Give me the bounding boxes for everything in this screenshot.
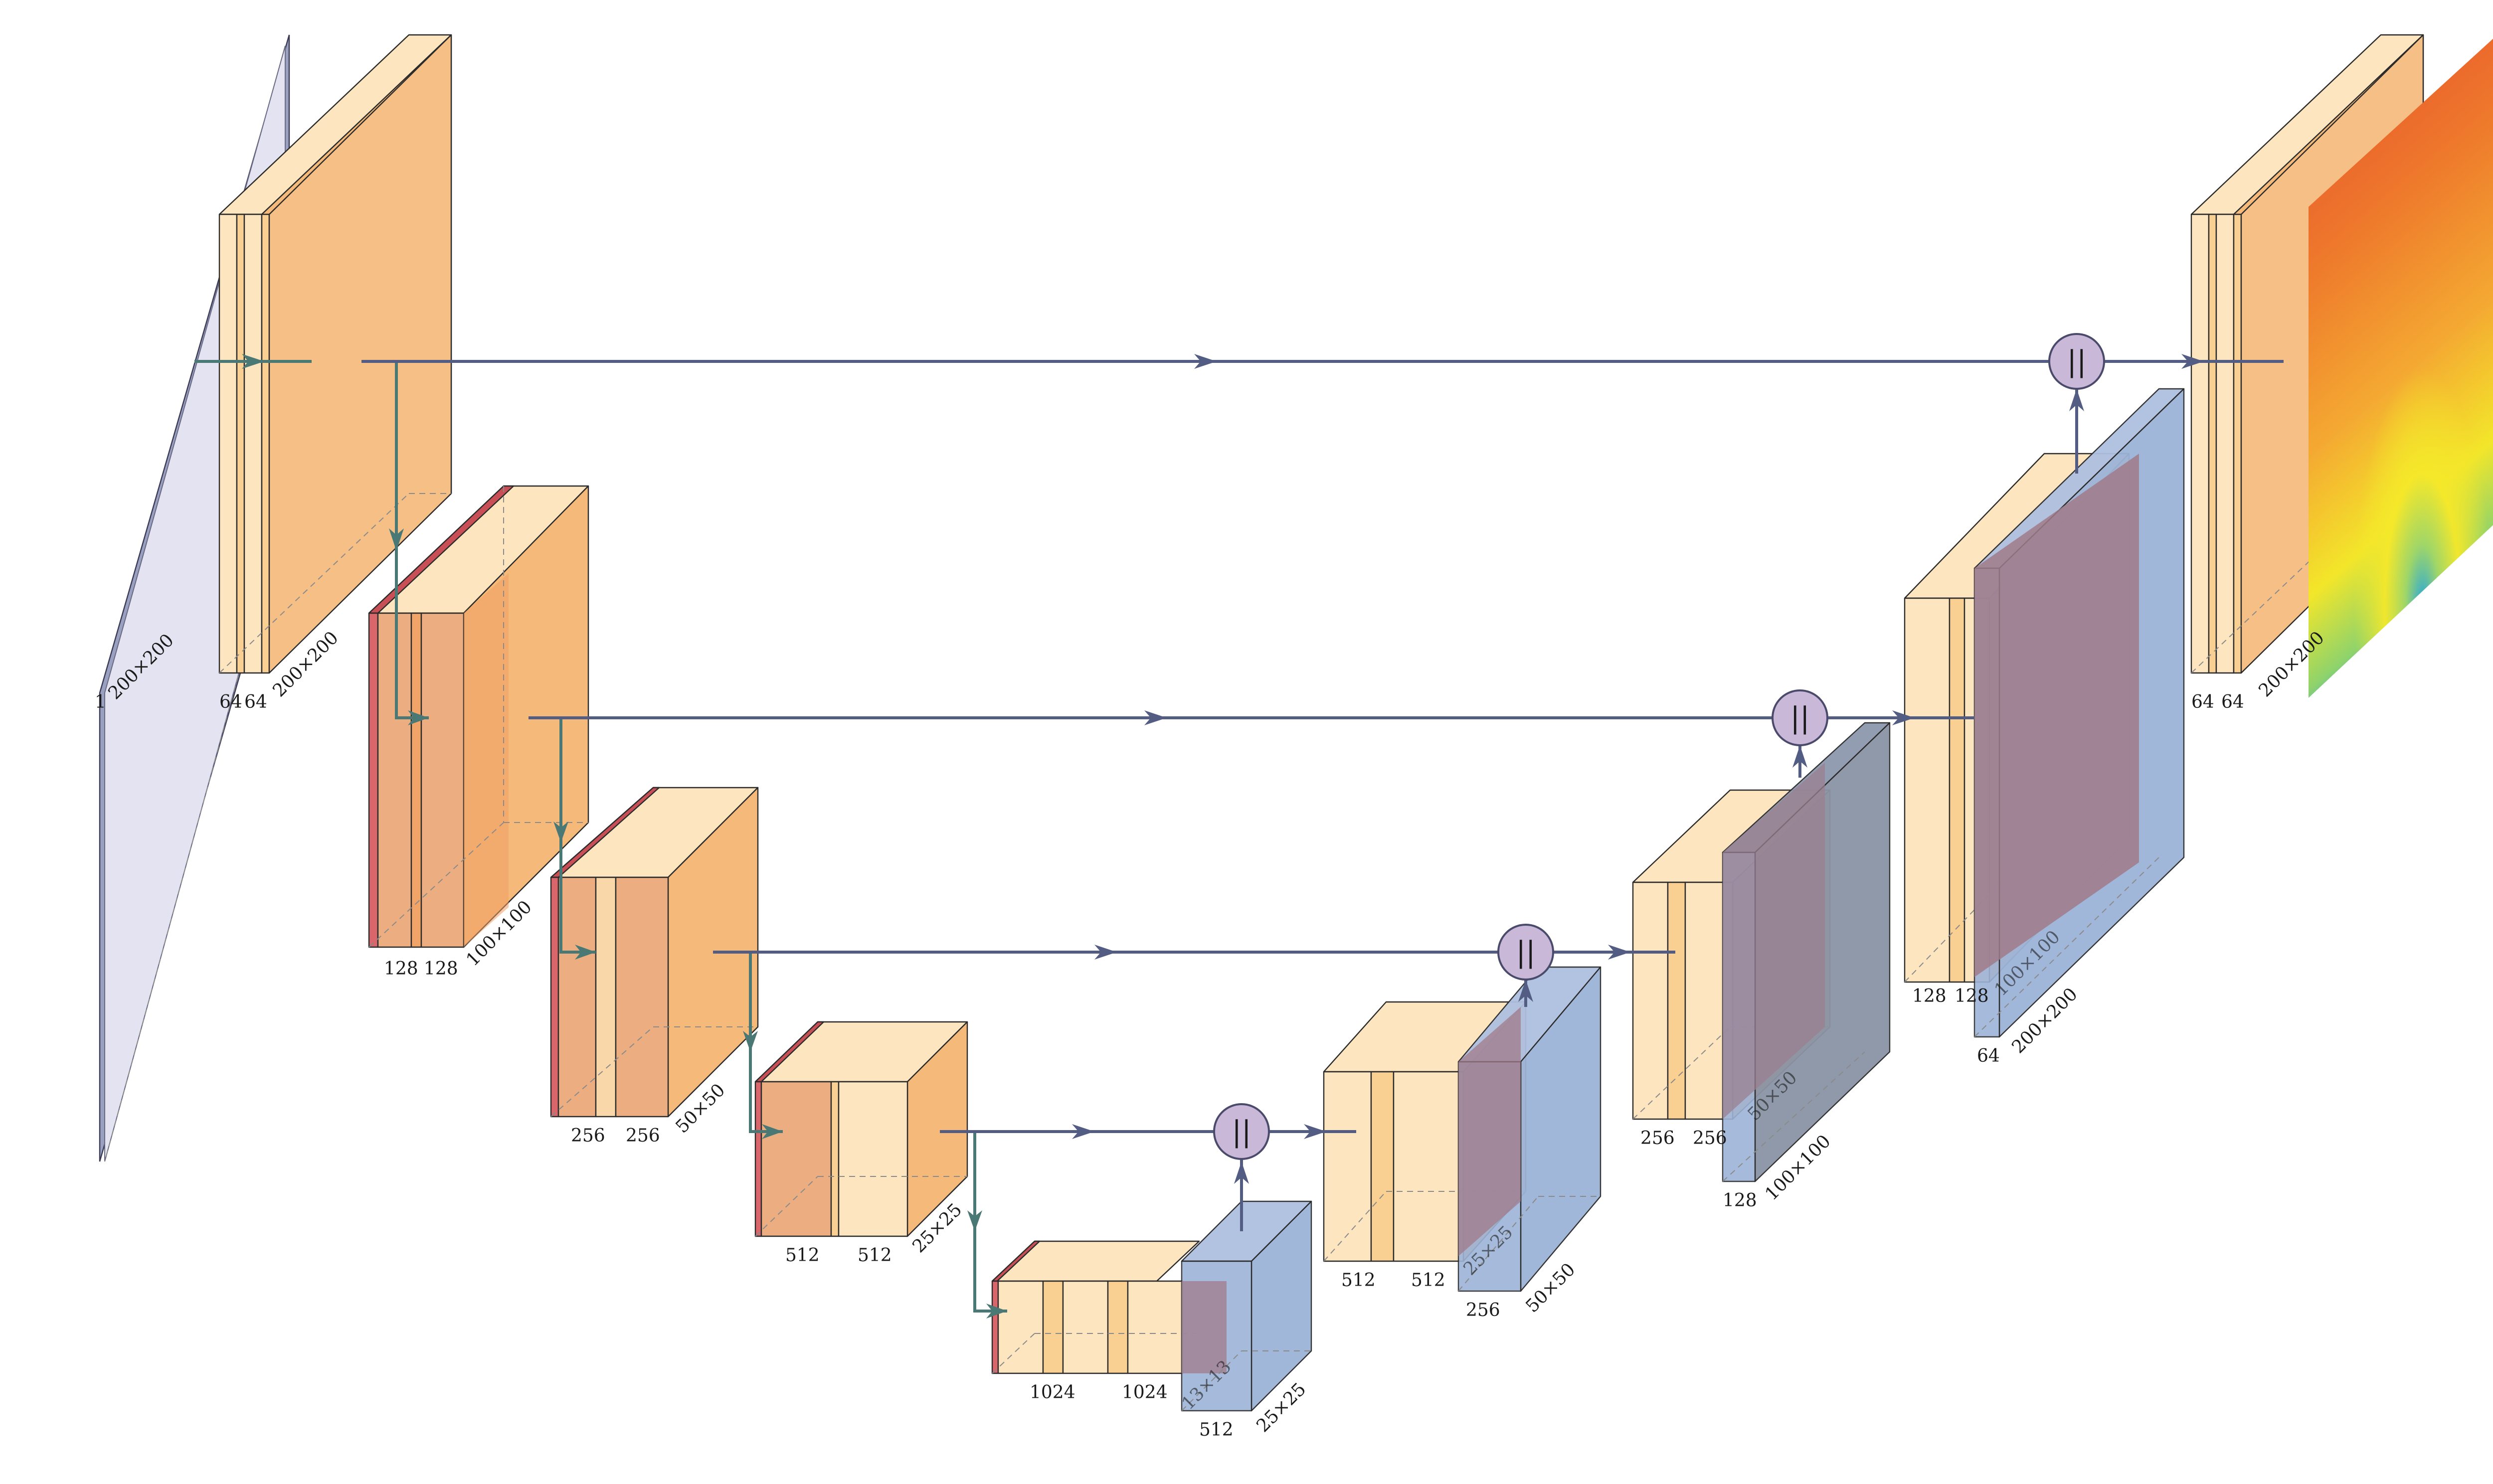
label-up2-c: 128 bbox=[1723, 1190, 1757, 1211]
label-bott-c2: 1024 bbox=[1122, 1382, 1168, 1403]
concat-node-2: || bbox=[1772, 689, 1828, 746]
upsample-block-4 bbox=[1181, 1200, 1312, 1412]
concat-symbol-2: || bbox=[1790, 701, 1809, 735]
label-dec1-c1: 64 bbox=[2191, 692, 2214, 712]
concat-symbol-4: || bbox=[1232, 1115, 1251, 1149]
label-enc4-c1: 512 bbox=[785, 1245, 820, 1266]
label-dec2-c2: 128 bbox=[1955, 986, 1989, 1006]
label-dec4-c2: 512 bbox=[1411, 1270, 1445, 1291]
label-enc2-c2: 128 bbox=[424, 959, 458, 979]
concat-symbol-3: || bbox=[1516, 935, 1535, 969]
label-dec1-c2: 64 bbox=[2221, 692, 2244, 712]
label-enc3-c2: 256 bbox=[626, 1126, 660, 1146]
label-enc2-c1: 128 bbox=[384, 959, 418, 979]
upsample-block-2 bbox=[1722, 722, 1891, 1182]
label-dec4-c1: 512 bbox=[1341, 1270, 1376, 1291]
label-dec3-c2: 256 bbox=[1693, 1128, 1727, 1149]
label-enc1-c2: 64 bbox=[244, 692, 267, 712]
label-input-channels: 1 bbox=[95, 692, 106, 712]
concat-node-3: || bbox=[1497, 924, 1554, 981]
output-heatmap bbox=[2309, 38, 2493, 698]
label-dec2-c1: 128 bbox=[1912, 986, 1947, 1006]
concat-node-1: || bbox=[2048, 333, 2105, 390]
label-up4-c: 512 bbox=[1199, 1420, 1234, 1440]
label-enc4-c2: 512 bbox=[858, 1245, 892, 1266]
label-dec3-c1: 256 bbox=[1640, 1128, 1675, 1149]
label-up3-c: 256 bbox=[1466, 1300, 1500, 1320]
concat-node-4: || bbox=[1213, 1103, 1270, 1160]
upsample-block-1 bbox=[1973, 388, 2185, 1038]
encoder-block-1 bbox=[218, 34, 452, 674]
bottleneck-block bbox=[991, 1240, 1200, 1374]
skip-connection-arrows bbox=[361, 354, 2284, 1231]
label-enc3-c1: 256 bbox=[571, 1126, 605, 1146]
encoder-block-4 bbox=[754, 1021, 968, 1237]
label-enc1-c1: 64 bbox=[219, 692, 242, 712]
label-bott-c1: 1024 bbox=[1030, 1382, 1075, 1403]
concat-symbol-1: || bbox=[2067, 344, 2086, 378]
upsample-block-3 bbox=[1457, 966, 1602, 1292]
label-up1-c: 64 bbox=[1977, 1046, 2000, 1066]
